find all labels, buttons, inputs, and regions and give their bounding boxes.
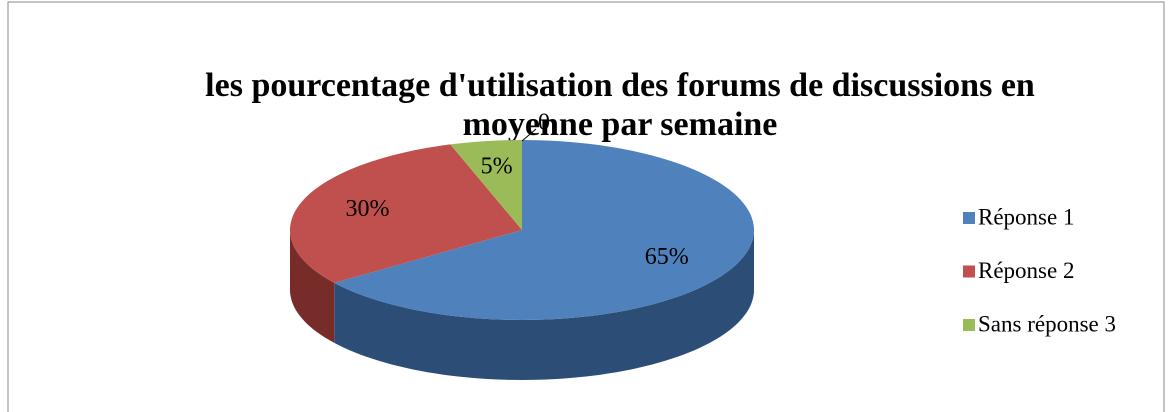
legend-swatch [963, 212, 975, 224]
pie-slice [290, 144, 522, 283]
legend: Réponse 1 Réponse 2 Sans réponse 3 [963, 204, 1116, 336]
legend-label: Réponse 1 [978, 204, 1074, 229]
legend-label: Réponse 2 [978, 258, 1074, 283]
legend-swatch [963, 265, 975, 278]
annotation: 0 [538, 110, 550, 136]
legend-label: Sans réponse 3 [978, 311, 1116, 336]
data-label: 65% [645, 244, 689, 270]
leader-line [521, 128, 537, 142]
pie-slice [450, 140, 522, 230]
data-label: 30% [346, 196, 390, 222]
chart-title: moyenne par semaine [463, 106, 778, 143]
pie: 65% 30% 5% [290, 140, 754, 380]
data-label: 5% [481, 153, 513, 179]
pie-slice [334, 140, 754, 320]
pie-side [290, 230, 335, 343]
chart-title: les pourcentage d'utilisation des forums… [205, 67, 1035, 104]
pie-side [334, 230, 754, 380]
legend-swatch [963, 319, 975, 331]
